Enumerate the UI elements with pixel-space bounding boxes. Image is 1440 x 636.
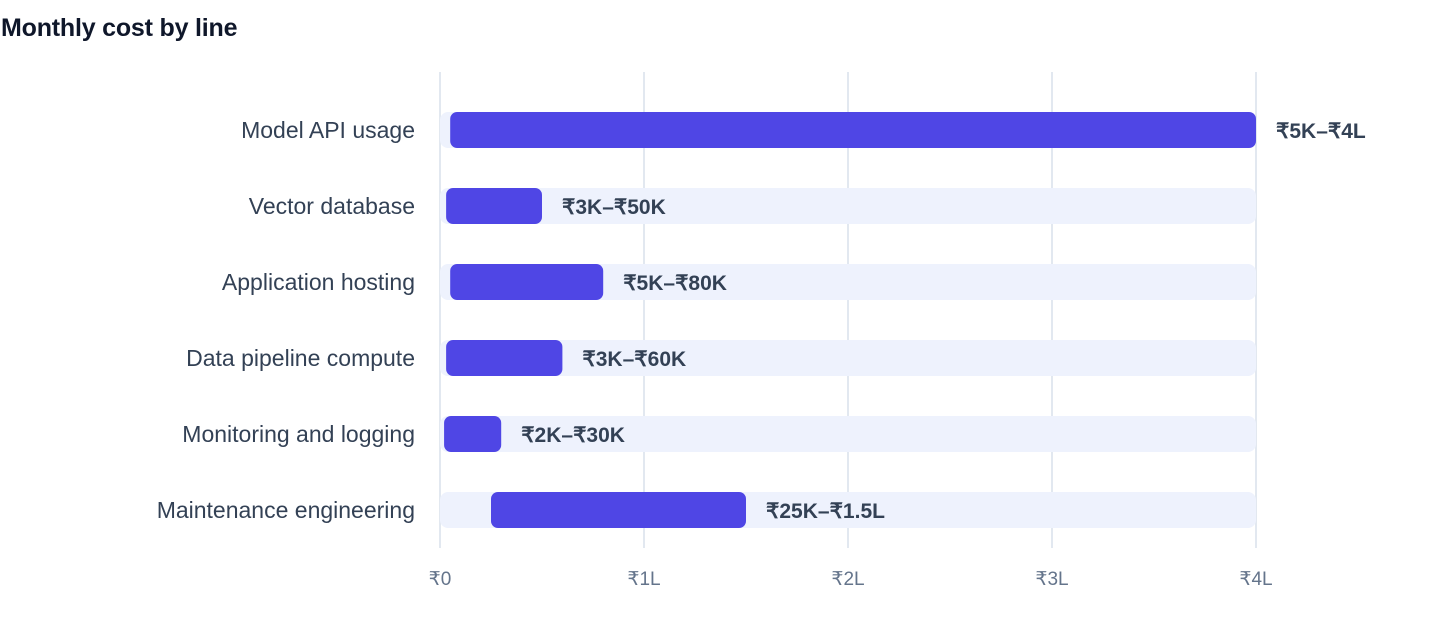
data-label: ₹3K–₹50K <box>562 196 666 219</box>
x-tick-label: ₹0 <box>429 569 452 590</box>
x-tick-label: ₹3L <box>1035 569 1068 590</box>
x-tick-label: ₹2L <box>831 569 864 590</box>
bar-track <box>440 416 1256 452</box>
category-label: Vector database <box>249 193 415 219</box>
x-axis-ticks: ₹0 ₹1L ₹2L ₹3L ₹4L <box>429 569 1273 590</box>
range-bar <box>491 492 746 528</box>
x-tick-label: ₹4L <box>1239 569 1272 590</box>
bar-track <box>440 340 1256 376</box>
data-label: ₹25K–₹1.5L <box>766 500 885 523</box>
x-tick-label: ₹1L <box>627 569 660 590</box>
range-bar <box>450 112 1256 148</box>
category-label: Maintenance engineering <box>157 497 415 523</box>
value-labels: ₹5K–₹4L ₹3K–₹50K ₹5K–₹80K ₹3K–₹60K ₹2K–₹30K ₹… <box>521 120 1366 523</box>
range-bars <box>444 112 1256 528</box>
range-bar <box>444 416 502 452</box>
bar-track <box>440 188 1256 224</box>
category-label: Monitoring and logging <box>182 421 415 447</box>
range-bar <box>446 340 563 376</box>
gridlines <box>439 72 1257 548</box>
range-bar <box>450 264 604 300</box>
data-label: ₹3K–₹60K <box>582 348 686 371</box>
range-bar <box>446 188 542 224</box>
category-label: Data pipeline compute <box>186 345 415 371</box>
data-label: ₹2K–₹30K <box>521 424 625 447</box>
data-label: ₹5K–₹4L <box>1276 120 1366 143</box>
category-label: Application hosting <box>222 269 415 295</box>
bar-track <box>440 264 1256 300</box>
data-label: ₹5K–₹80K <box>623 272 727 295</box>
category-labels: Model API usage Vector database Applicatio… <box>157 117 415 523</box>
category-label: Model API usage <box>241 117 415 143</box>
chart-title: Monthly cost by line <box>1 14 238 42</box>
